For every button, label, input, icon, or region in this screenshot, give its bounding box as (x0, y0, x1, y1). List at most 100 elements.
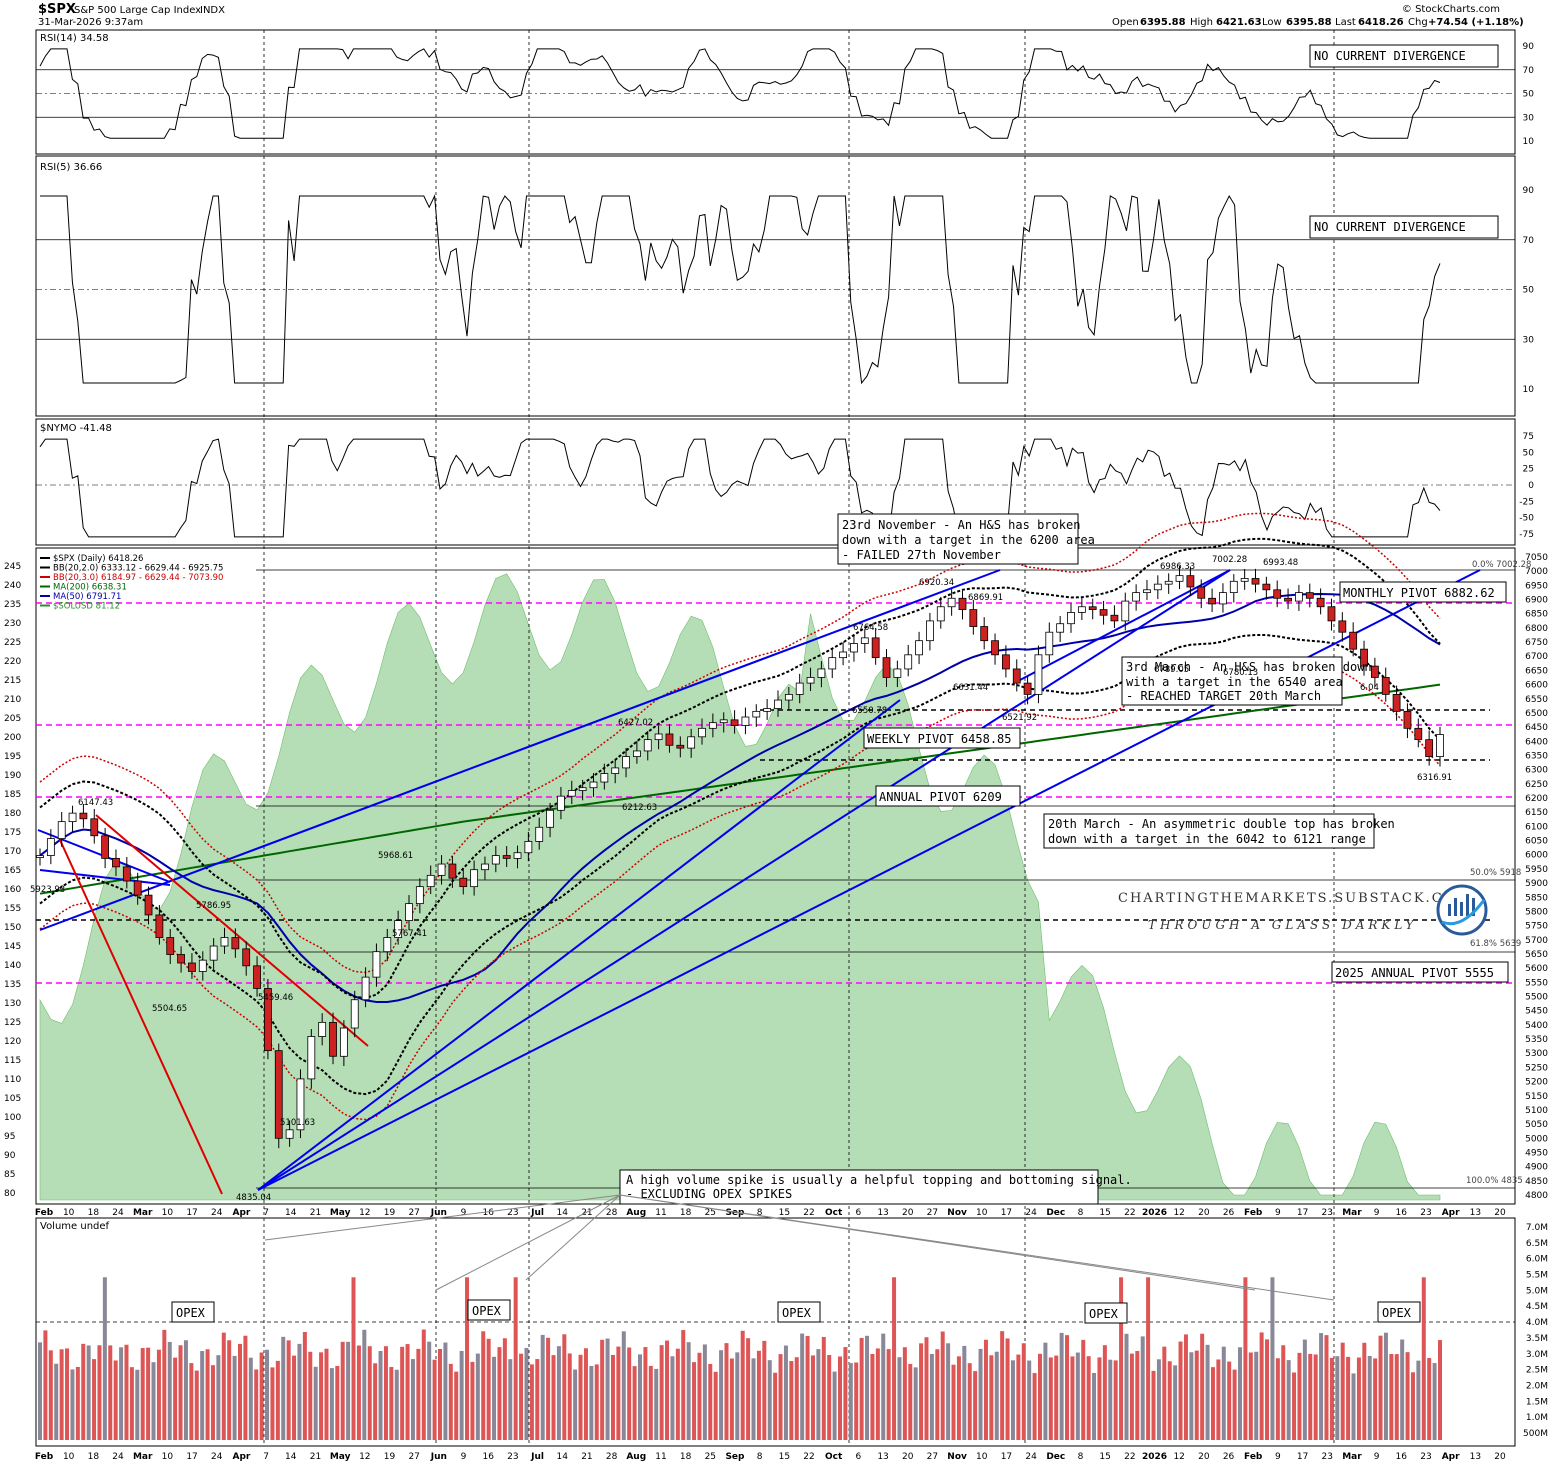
candle-body (144, 894, 153, 916)
volume-bar (248, 1357, 253, 1440)
x-label-bottom-17: 9 (461, 1452, 467, 1462)
volume-bar (383, 1346, 388, 1440)
volume-bar (432, 1359, 437, 1440)
candle-body (1381, 677, 1390, 695)
volume-bar (173, 1357, 178, 1440)
x-label-top-44: 22 (1124, 1208, 1135, 1218)
price-right-tick-17: 6200 (1525, 794, 1548, 804)
volume-bar (97, 1345, 102, 1440)
x-label-bottom-21: 14 (557, 1452, 569, 1462)
candle-body (307, 1036, 316, 1080)
price-point-label-5: 5101.63 (280, 1118, 315, 1128)
volume-bar (719, 1350, 724, 1440)
candle-body (1392, 694, 1401, 712)
volume-bar (367, 1346, 372, 1440)
volume-bar (405, 1344, 410, 1440)
volume-bar (1189, 1352, 1194, 1440)
note-pointer-4 (619, 1194, 1335, 1301)
price-left-tick-13: 180 (4, 809, 21, 819)
annual-2025-pivot-label: 2025 ANNUAL PIVOT 5555 (1335, 966, 1494, 980)
price-right-tick-24: 5850 (1525, 893, 1548, 903)
volume-bar (1200, 1333, 1205, 1440)
x-label-top-28: Sep (725, 1208, 745, 1218)
volume-bar (270, 1367, 275, 1440)
volume-bar (870, 1353, 875, 1440)
annual-2025-pivot-box (1331, 961, 1509, 983)
volume-tick-8: 3.0M (1526, 1350, 1548, 1360)
volume-bar (1086, 1356, 1091, 1440)
x-label-bottom-38: 10 (976, 1452, 988, 1462)
volume-bar (1416, 1360, 1421, 1440)
x-label-bottom-31: 22 (803, 1452, 814, 1462)
volume-bar (221, 1332, 226, 1440)
volume-bar (329, 1368, 334, 1440)
x-label-top-0: Feb (35, 1208, 54, 1218)
price-left-tick-33: 80 (4, 1189, 16, 1199)
x-label-top-52: 23 (1322, 1208, 1333, 1218)
grid-lines (36, 30, 1515, 1446)
candle-body (828, 657, 837, 670)
bb3-upper (39, 512, 1441, 974)
candle-body (481, 863, 489, 871)
candle-body (708, 722, 717, 729)
volume-bar (1065, 1335, 1070, 1440)
price-left-tick-16: 165 (4, 866, 21, 876)
candle-body (784, 694, 793, 701)
volume-bar (643, 1347, 648, 1440)
price-left-tick-7: 210 (4, 695, 21, 705)
nymo-tick-0: 75 (1523, 432, 1534, 442)
volume-tick-4: 5.0M (1526, 1286, 1548, 1296)
volume-bar (686, 1342, 691, 1440)
volume-bar (524, 1347, 529, 1440)
nov-annotation-1: 23rd November - An H&S has broken (842, 518, 1080, 532)
volume-bar (75, 1366, 80, 1440)
volume-bar (935, 1349, 940, 1440)
volume-bar (1329, 1357, 1334, 1440)
x-label-top-46: 12 (1173, 1208, 1184, 1218)
candle-body (850, 643, 858, 653)
volume-bar (119, 1347, 124, 1440)
volume-bar (81, 1343, 86, 1440)
trend-line-7 (95, 814, 369, 1047)
volume-bar (502, 1338, 507, 1440)
volume-bar (1286, 1360, 1291, 1440)
volume-bar (751, 1358, 756, 1440)
x-label-bottom-43: 15 (1099, 1452, 1110, 1462)
volume-tick-6: 4.0M (1526, 1318, 1548, 1328)
candle-body (1360, 648, 1368, 667)
price-left-tick-24: 125 (4, 1018, 21, 1028)
candle-body (763, 708, 772, 712)
volume-bar (946, 1343, 951, 1440)
x-label-bottom-32: Oct (825, 1452, 843, 1462)
rsi14-note: NO CURRENT DIVERGENCE (1314, 49, 1466, 63)
volume-tick-12: 1.0M (1526, 1413, 1548, 1423)
x-label-top-25: 11 (655, 1208, 666, 1218)
candle-body (405, 903, 413, 921)
volume-bar (854, 1362, 859, 1440)
volume-bar (238, 1343, 242, 1440)
candle-body (1001, 654, 1010, 670)
volume-bar (989, 1355, 994, 1440)
volume-bar (740, 1330, 745, 1440)
volume-bar (448, 1363, 453, 1440)
x-label-bottom-57: Apr (1442, 1452, 1460, 1462)
volume-bar (1070, 1356, 1075, 1440)
volume-bar (151, 1362, 156, 1440)
x-label-bottom-39: 17 (1001, 1452, 1012, 1462)
volume-bar (135, 1369, 140, 1440)
x-label-bottom-3: 24 (112, 1452, 124, 1462)
volume-bar (92, 1359, 97, 1440)
volume-bar (1135, 1351, 1140, 1440)
x-label-bottom-58: 13 (1470, 1452, 1481, 1462)
x-label-bottom-56: 23 (1420, 1452, 1431, 1462)
nymo-tick-1: 50 (1523, 448, 1535, 458)
nymo-line (39, 438, 1441, 539)
last-label: Last (1335, 17, 1356, 28)
x-label-top-8: Apr (232, 1208, 250, 1218)
volume-bar (454, 1371, 459, 1440)
volume-bar (1427, 1357, 1432, 1440)
volume-bar (1048, 1357, 1053, 1440)
candle-body (915, 640, 923, 656)
volume-bar (340, 1341, 345, 1440)
price-point-label-10: 6212.63 (622, 803, 657, 813)
